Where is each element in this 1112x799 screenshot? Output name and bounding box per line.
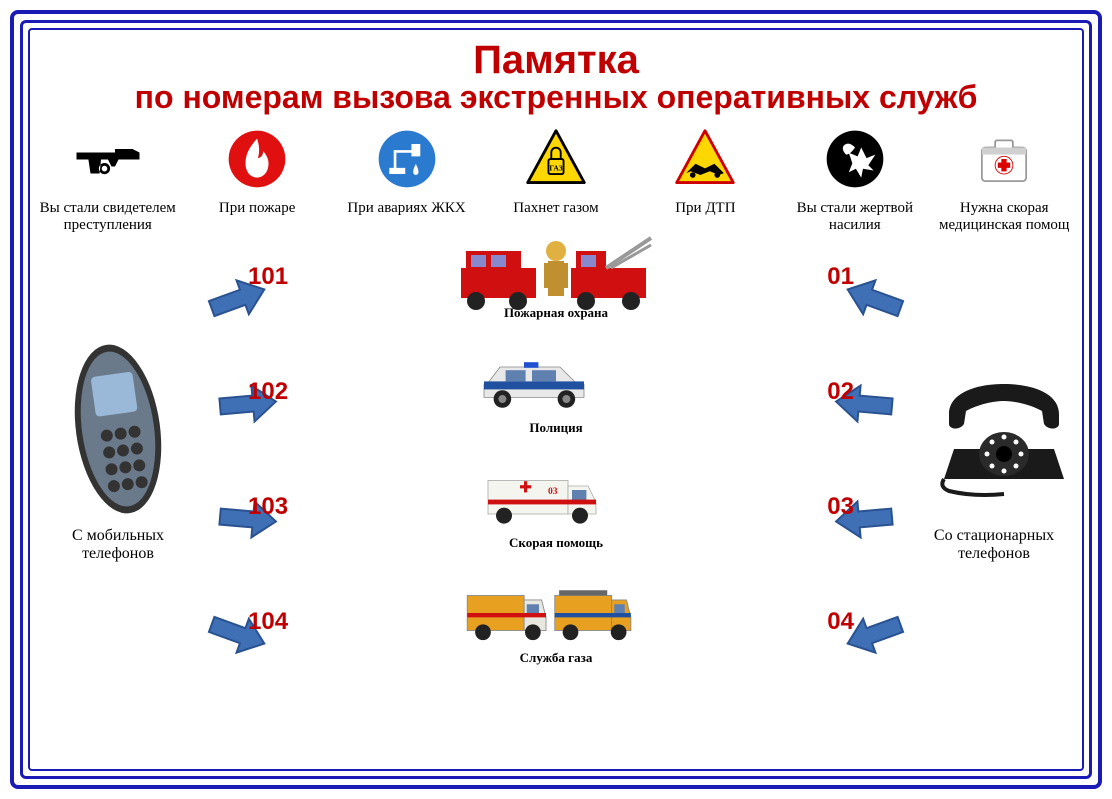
main-area: С мобильных телефонов Со стационарных те… <box>38 239 1074 699</box>
situation-label: Пахнет газом <box>513 200 598 217</box>
service-name: Служба газа <box>520 650 593 666</box>
service-name: Полиция <box>529 420 582 436</box>
fire-truck-icon <box>456 233 656 303</box>
gas-service-icon <box>456 578 656 648</box>
landline-number: 02 <box>827 378 854 406</box>
service-ambulance: 103 03 Скорая помощь <box>318 449 794 564</box>
mobile-number: 101 <box>248 263 288 291</box>
landline-label: Со стационарных телефонов <box>914 527 1074 563</box>
title-block: Памятка по номерам вызова экстренных опе… <box>38 38 1074 116</box>
svg-text:03: 03 <box>548 486 558 497</box>
landline-number: 04 <box>827 608 854 636</box>
mobile-number: 103 <box>248 493 288 521</box>
service-gas: 104 <box>318 564 794 679</box>
situation-gas: ГАЗ Пахнет газом <box>486 124 625 234</box>
mobile-number: 102 <box>248 378 288 406</box>
situation-accident: При ДТП <box>636 124 775 234</box>
service-name: Пожарная охрана <box>504 305 608 321</box>
services-column: 101 <box>318 219 794 679</box>
svg-text:ГАЗ: ГАЗ <box>549 163 562 172</box>
situation-violence: Вы стали жертвой насилия <box>785 124 924 234</box>
medkit-icon <box>969 124 1039 194</box>
situation-fire: При пожаре <box>187 124 326 234</box>
mobile-phone-icon <box>58 339 178 519</box>
mobile-label: С мобильных телефонов <box>38 527 198 563</box>
content-area: Памятка по номерам вызова экстренных опе… <box>38 38 1074 761</box>
fire-icon <box>222 124 292 194</box>
ambulance-icon: 03 <box>456 463 656 533</box>
situation-label: При авариях ЖКХ <box>347 200 465 217</box>
situation-label: Нужна скорая медицинская помощ <box>935 200 1074 234</box>
landline-number: 01 <box>827 263 854 291</box>
mobile-phone-col: С мобильных телефонов <box>38 339 198 563</box>
title-main: Памятка <box>38 38 1074 83</box>
service-fire: 101 <box>318 219 794 334</box>
service-name: Скорая помощь <box>509 535 603 551</box>
landline-phone-col: Со стационарных телефонов <box>914 369 1074 563</box>
situation-label: Вы стали жертвой насилия <box>785 200 924 234</box>
title-sub: по номерам вызова экстренных оперативных… <box>38 79 1074 116</box>
police-car-icon <box>456 348 656 418</box>
gun-icon <box>73 124 143 194</box>
situation-medical: Нужна скорая медицинская помощ <box>935 124 1074 234</box>
utility-icon <box>372 124 442 194</box>
mobile-number: 104 <box>248 608 288 636</box>
violence-icon <box>820 124 890 194</box>
situation-utility: При авариях ЖКХ <box>337 124 476 234</box>
situation-label: При ДТП <box>675 200 735 217</box>
situation-crime: Вы стали свидетелем преступления <box>38 124 177 234</box>
situation-label: Вы стали свидетелем преступления <box>38 200 177 234</box>
gas-warning-icon: ГАЗ <box>521 124 591 194</box>
service-police: 102 Полиция 02 <box>318 334 794 449</box>
situation-row: Вы стали свидетелем преступления При пож… <box>38 124 1074 234</box>
landline-phone-icon <box>934 369 1054 519</box>
situation-label: При пожаре <box>219 200 295 217</box>
car-accident-icon <box>670 124 740 194</box>
landline-number: 03 <box>827 493 854 521</box>
